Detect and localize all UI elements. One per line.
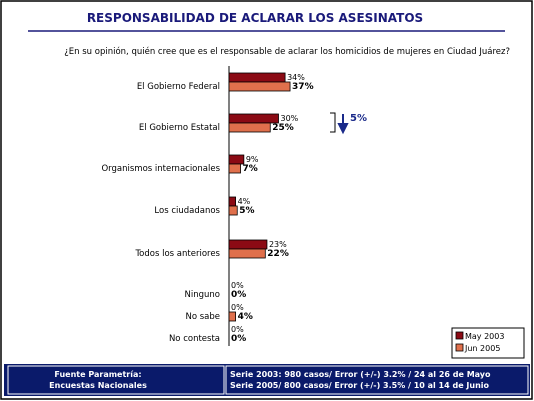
bar (228, 154, 245, 165)
chart-title: RESPONSABILIDAD DE ACLARAR LOS ASESINATO… (87, 11, 423, 25)
value-label: 23% (269, 240, 287, 249)
value-label: 0% (231, 334, 246, 344)
source-line: Fuente Parametría: (54, 370, 141, 379)
value-label: 37% (292, 82, 314, 92)
annotation: 5% (350, 113, 367, 124)
category-label: No contesta (169, 334, 220, 344)
bar (228, 72, 286, 83)
bracket (330, 112, 336, 133)
bar (228, 196, 236, 207)
legend (451, 327, 525, 359)
value-label: 0% (231, 281, 244, 290)
category-label: Todos los anteriores (134, 249, 220, 259)
value-label: 4% (238, 312, 253, 322)
value-label: 34% (287, 73, 305, 82)
value-label: 4% (238, 197, 251, 206)
bar (228, 205, 238, 216)
category-label: Ninguno (185, 290, 220, 300)
legend-swatch (455, 331, 464, 340)
category-label: Los ciudadanos (154, 206, 220, 216)
bar (228, 163, 241, 174)
legend-label: Jun 2005 (464, 344, 500, 353)
value-label: 30% (281, 114, 299, 123)
bar (228, 113, 279, 124)
value-label: 5% (239, 206, 254, 216)
bar (228, 122, 271, 133)
subtitle: ¿En su opinión, quién cree que es el res… (64, 46, 510, 57)
legend-swatch (455, 343, 464, 352)
note-line: Serie 2003: 980 casos/ Error (+/-) 3.2% … (230, 370, 491, 379)
category-label: El Gobierno Federal (137, 82, 220, 92)
footer-band (4, 364, 530, 396)
value-label: 0% (231, 303, 244, 312)
legend-box (451, 327, 525, 359)
note-line: Serie 2005/ 800 casos/ Error (+/-) 3.5% … (230, 381, 490, 390)
category-label: No sabe (185, 312, 220, 322)
value-label: 25% (272, 123, 294, 133)
value-label: 22% (267, 249, 289, 259)
bar (228, 248, 266, 259)
value-label: 9% (246, 155, 259, 164)
footer-right-box (225, 365, 529, 395)
legend-label: May 2003 (465, 332, 504, 341)
value-label: 0% (231, 290, 246, 300)
bar (228, 239, 268, 250)
value-label: 7% (243, 164, 258, 174)
bar (228, 81, 291, 92)
source-line: Encuestas Nacionales (49, 381, 147, 390)
down-arrow (337, 114, 349, 135)
value-label: 0% (231, 325, 244, 334)
bar (228, 311, 236, 322)
footer-left-box (7, 365, 225, 395)
category-label: Organismos internacionales (101, 164, 220, 174)
category-label: El Gobierno Estatal (139, 123, 220, 133)
